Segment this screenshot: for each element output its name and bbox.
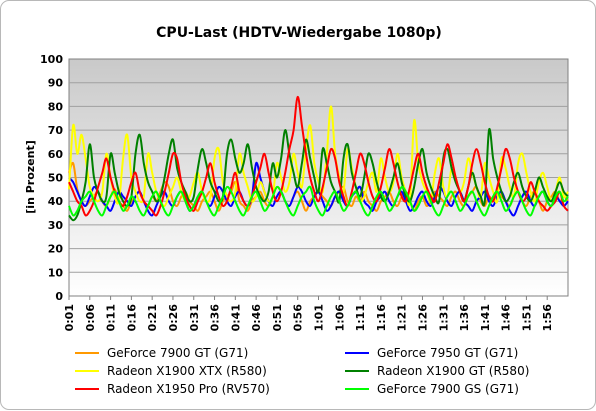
x-tick-label: 1:46 <box>500 304 513 332</box>
y-axis-label: [in Prozent] <box>24 140 37 213</box>
legend-label: Radeon X1950 Pro (RV570) <box>107 382 270 396</box>
legend-label: GeForce 7950 GT (G71) <box>377 346 518 360</box>
x-tick-label: 1:26 <box>416 304 429 332</box>
y-tick-label: 20 <box>48 243 64 256</box>
x-axis-ticks: 0:01 0:06 0:11 0:16 0:21 0:26 0:31 0:36 0:41 0:46… <box>63 296 554 331</box>
y-tick-label: 70 <box>48 124 64 137</box>
legend-label: GeForce 7900 GT (G71) <box>107 346 248 360</box>
x-tick-label: 0:21 <box>146 304 159 331</box>
x-tick-label: 1:06 <box>333 304 346 332</box>
series-line-4 <box>68 95 569 217</box>
x-tick-label: 1:36 <box>458 304 471 332</box>
y-tick-label: 90 <box>48 77 64 90</box>
x-tick-label: 0:41 <box>229 304 242 331</box>
x-tick-label: 0:56 <box>292 304 305 332</box>
gridlines <box>69 82 568 273</box>
x-tick-label: 1:11 <box>354 304 367 331</box>
x-tick-label: 1:41 <box>479 304 492 331</box>
y-tick-label: 0 <box>55 290 63 303</box>
x-tick-label: 0:11 <box>105 304 118 331</box>
y-tick-label: 80 <box>48 100 64 113</box>
legend-label: Radeon X1900 GT (R580) <box>377 364 529 378</box>
x-tick-label: 0:51 <box>271 304 284 331</box>
y-tick-label: 50 <box>48 172 64 185</box>
x-tick-label: 1:21 <box>396 304 409 331</box>
series-line-5 <box>68 185 569 217</box>
x-tick-label: 0:31 <box>188 304 201 331</box>
y-tick-label: 10 <box>48 266 64 279</box>
chart-title: CPU-Last (HDTV-Wiedergabe 1080p) <box>156 25 442 41</box>
legend: GeForce 7900 GT (G71) GeForce 7950 GT (G7… <box>75 346 529 396</box>
legend-label: Radeon X1900 XTX (R580) <box>107 364 267 378</box>
x-tick-label: 1:31 <box>437 304 450 331</box>
series-lines <box>68 95 569 222</box>
y-tick-label: 30 <box>48 219 64 232</box>
series-line-2 <box>68 105 569 207</box>
x-tick-label: 1:16 <box>375 304 388 332</box>
x-tick-label: 0:26 <box>167 304 180 332</box>
x-tick-label: 1:51 <box>520 304 533 331</box>
y-tick-label: 100 <box>40 53 63 66</box>
x-tick-label: 0:46 <box>250 304 263 332</box>
legend-label: GeForce 7900 GS (G71) <box>377 382 519 396</box>
series-line-3 <box>68 127 569 222</box>
x-tick-label: 0:16 <box>125 304 138 332</box>
x-tick-label: 1:56 <box>541 304 554 332</box>
x-tick-label: 0:36 <box>209 304 222 332</box>
y-axis-ticks: 0 10 20 30 40 50 60 70 80 90 100 <box>40 53 63 303</box>
x-tick-label: 1:01 <box>313 304 326 331</box>
y-tick-label: 40 <box>48 195 64 208</box>
x-tick-label: 0:01 <box>63 304 76 331</box>
y-tick-label: 60 <box>48 148 64 161</box>
x-tick-label: 0:06 <box>84 304 97 332</box>
